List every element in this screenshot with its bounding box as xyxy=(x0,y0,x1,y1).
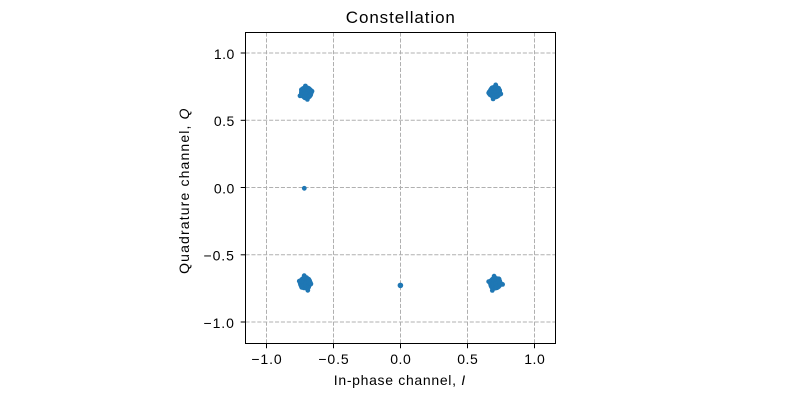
svg-text:0.0: 0.0 xyxy=(390,351,411,367)
svg-text:0.5: 0.5 xyxy=(214,113,235,129)
svg-text:Quadrature channel, Q: Quadrature channel, Q xyxy=(176,107,192,274)
svg-text:−0.5: −0.5 xyxy=(318,351,349,367)
svg-text:Constellation: Constellation xyxy=(346,8,456,27)
svg-text:0.0: 0.0 xyxy=(214,180,235,196)
svg-text:−1.0: −1.0 xyxy=(251,351,282,367)
svg-text:1.0: 1.0 xyxy=(524,351,545,367)
svg-text:1.0: 1.0 xyxy=(214,46,235,62)
svg-text:0.5: 0.5 xyxy=(457,351,478,367)
svg-text:In-phase channel, I: In-phase channel, I xyxy=(334,372,466,388)
svg-text:−0.5: −0.5 xyxy=(204,248,235,264)
svg-text:−1.0: −1.0 xyxy=(204,315,235,331)
